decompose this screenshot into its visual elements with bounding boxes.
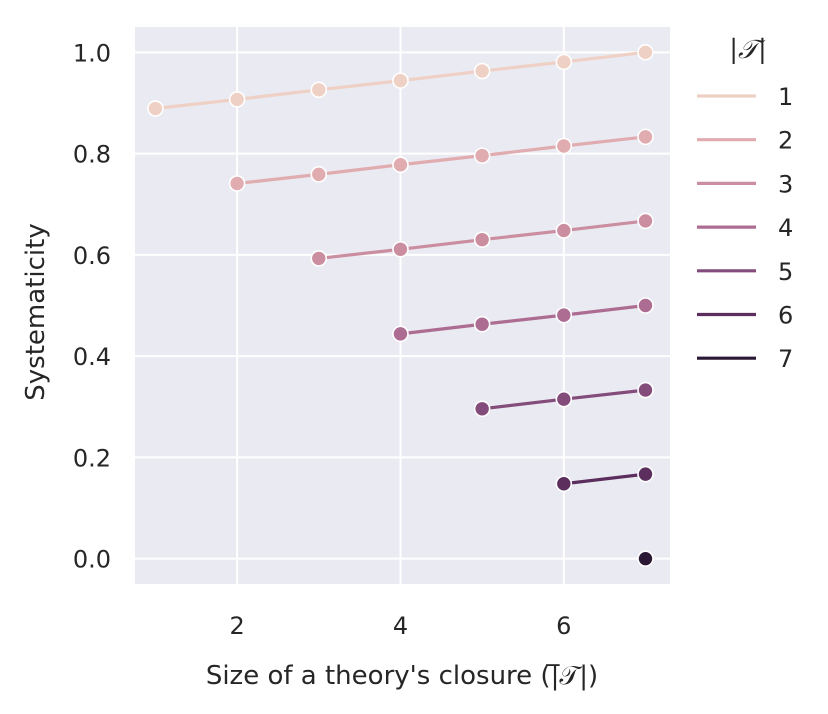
- data-point: [637, 44, 654, 61]
- legend-label: 7: [778, 345, 793, 373]
- data-point: [228, 91, 246, 108]
- data-point: [555, 306, 573, 324]
- data-point: [637, 128, 654, 146]
- legend-label: 5: [778, 258, 793, 286]
- series-6: [555, 465, 654, 493]
- data-point: [555, 475, 573, 493]
- y-tick-label: 0.0: [73, 546, 111, 574]
- data-point: [392, 240, 409, 258]
- series-group: [147, 44, 654, 567]
- legend-label: 1: [778, 83, 793, 111]
- x-tick-labels: 2 4 6: [229, 612, 571, 640]
- data-point: [147, 100, 164, 117]
- x-tick-label: 4: [393, 612, 408, 640]
- series-line: [236, 135, 646, 186]
- x-tick-label: 6: [556, 612, 571, 640]
- data-point: [555, 390, 573, 408]
- legend-item: 7: [697, 345, 793, 373]
- y-tick-label: 1.0: [73, 39, 111, 67]
- legend-item: 3: [697, 170, 793, 198]
- series-2: [228, 128, 654, 192]
- data-point: [473, 400, 491, 418]
- data-point: [637, 465, 654, 483]
- x-tick-label: 2: [229, 612, 244, 640]
- legend-item: 6: [697, 302, 793, 330]
- legend-label: 4: [778, 214, 793, 242]
- y-axis-label: Systematicity: [21, 223, 51, 400]
- series-3: [310, 212, 654, 267]
- data-point: [473, 147, 491, 164]
- legend: 1 2 3 4 5 6 7: [697, 83, 793, 373]
- series-4: [392, 297, 654, 343]
- data-point: [392, 156, 409, 174]
- data-point: [228, 175, 246, 192]
- data-point: [310, 166, 328, 183]
- data-point: [637, 297, 654, 314]
- data-point: [555, 222, 573, 239]
- legend-item: 1: [697, 83, 793, 111]
- x-axis-label: Size of a theory's closure (|̅𝒯|): [206, 661, 598, 691]
- series-line: [563, 472, 646, 486]
- legend-label: 3: [778, 170, 793, 198]
- data-point: [473, 315, 491, 333]
- legend-item: 5: [697, 258, 793, 286]
- legend-title: |𝒯|: [729, 35, 766, 65]
- y-tick-labels: 0.0 0.2 0.4 0.6 0.8 1.0: [73, 39, 111, 573]
- data-point: [473, 231, 491, 248]
- y-tick-label: 0.4: [73, 343, 111, 371]
- y-tick-label: 0.2: [73, 444, 111, 472]
- y-tick-label: 0.8: [73, 141, 111, 169]
- data-point: [637, 550, 654, 567]
- data-point: [555, 137, 573, 155]
- data-point: [555, 53, 573, 71]
- legend-item: 4: [697, 214, 793, 242]
- plot-area: [135, 27, 670, 584]
- series-line: [400, 303, 646, 336]
- data-point: [310, 250, 328, 267]
- legend-item: 2: [697, 127, 793, 155]
- data-point: [310, 81, 328, 99]
- y-tick-label: 0.6: [73, 242, 111, 270]
- series-7: [637, 550, 654, 567]
- data-point: [392, 72, 409, 89]
- legend-label: 2: [778, 127, 793, 155]
- data-point: [473, 62, 491, 80]
- data-point: [392, 325, 409, 343]
- series-5: [473, 381, 654, 418]
- data-point: [637, 212, 654, 230]
- data-point: [637, 381, 654, 399]
- series-1: [147, 44, 654, 117]
- legend-label: 6: [778, 302, 793, 330]
